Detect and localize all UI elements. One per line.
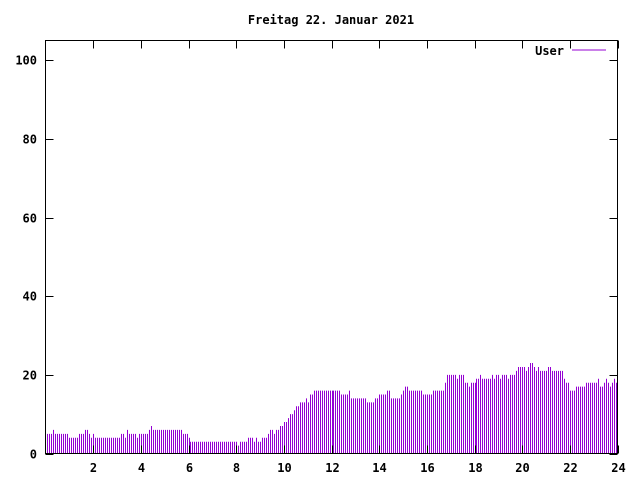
plot-border [45,40,618,454]
x-tick-label: 24 [611,461,625,475]
y-tick-label: 80 [23,133,37,147]
x-tick-label: 16 [420,461,434,475]
x-tick-label: 2 [90,461,97,475]
x-tick-label: 12 [325,461,339,475]
x-tick-label: 10 [277,461,291,475]
y-tick-label: 100 [15,54,37,68]
legend-label-user: User [535,44,564,58]
legend: User [535,44,606,58]
y-tick-label: 40 [23,290,37,304]
x-tick-label: 8 [233,461,240,475]
chart-title: Freitag 22. Januar 2021 [248,13,414,27]
x-tick-label: 20 [515,461,529,475]
x-tick-label: 14 [372,461,386,475]
y-tick-label: 20 [23,369,37,383]
y-tick-label: 60 [23,212,37,226]
y-tick-label: 0 [30,448,37,462]
x-tick-label: 22 [563,461,577,475]
x-tick-label: 4 [138,461,145,475]
x-tick-label: 6 [186,461,193,475]
bars [47,363,617,454]
x-tick-label: 18 [468,461,482,475]
